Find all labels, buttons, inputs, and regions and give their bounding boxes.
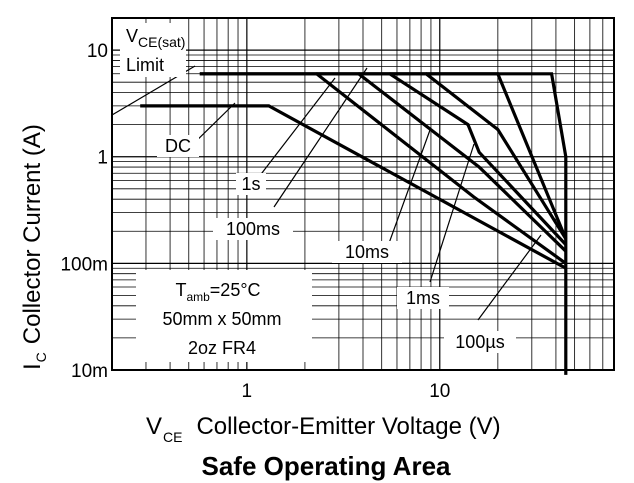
curve-label: 100ms — [226, 219, 280, 239]
x-tick-label: 10 — [429, 381, 450, 402]
conditions-line2: 50mm x 50mm — [162, 309, 281, 329]
x-axis-label-rest: Collector-Emitter Voltage (V) — [196, 413, 500, 440]
leader-line — [273, 67, 368, 208]
tick-labels: 10m 100m 1 10 1 10 — [60, 41, 450, 402]
curve-label-bg — [444, 331, 516, 353]
plot-frame — [111, 17, 615, 371]
curve-label-bg — [157, 135, 199, 157]
leader-line — [383, 129, 431, 258]
curve-label: 10ms — [345, 242, 389, 262]
conditions-tamb-sub: amb — [186, 290, 210, 304]
y-tick-label: 10m — [71, 361, 108, 382]
y-tick-label: 10 — [87, 41, 108, 62]
conditions-line3: 2oz FR4 — [188, 338, 256, 358]
curve-label-bg — [397, 287, 449, 309]
leader-line — [477, 234, 542, 321]
x-axis-label: VCE Collector-Emitter Voltage (V) — [146, 413, 501, 445]
conditions-tamb-rest: =25°C — [210, 280, 261, 300]
series-group — [140, 72, 568, 375]
rsat-label-main: V — [126, 26, 138, 46]
curve-labels: DC 1s 100ms 10ms 1ms 100µs VCE(sat) Limit Tamb=2… — [120, 23, 516, 362]
curve-label: DC — [165, 136, 191, 156]
x-axis-label-main: V — [146, 413, 162, 440]
y-axis-label-rest: Collector Current (A) — [19, 124, 46, 344]
curve-label-bg — [236, 173, 266, 195]
curve-label-bg — [332, 241, 402, 263]
chart-title: Safe Operating Area — [201, 451, 451, 481]
grid — [112, 18, 614, 370]
conditions-bg — [136, 270, 312, 362]
leader-line — [429, 143, 475, 283]
y-axis-label-main: I — [19, 363, 46, 370]
conditions-line1: Tamb=25°C — [175, 280, 260, 304]
curve-label: 100µs — [455, 332, 504, 352]
curve-label: 1s — [241, 174, 260, 194]
x-axis-label-sub: CE — [163, 429, 182, 445]
rsat-label-sub: CE(sat) — [138, 34, 185, 50]
y-tick-label: 1 — [97, 148, 108, 169]
curve-label-bg — [213, 218, 293, 240]
series-line — [199, 72, 568, 375]
curve-label: 1ms — [406, 288, 440, 308]
rsat-label-line1: VCE(sat) — [126, 26, 185, 50]
leader-line — [254, 77, 336, 183]
series-line — [140, 104, 567, 270]
rsat-label-bg — [120, 23, 186, 77]
y-axis-label: IC Collector Current (A) — [19, 124, 49, 370]
rsat-label-line2: Limit — [126, 55, 164, 75]
conditions-tamb-main: T — [175, 280, 186, 300]
y-axis-label-sub: C — [33, 352, 49, 362]
y-tick-label: 100m — [60, 254, 108, 275]
x-tick-label: 1 — [242, 381, 253, 402]
